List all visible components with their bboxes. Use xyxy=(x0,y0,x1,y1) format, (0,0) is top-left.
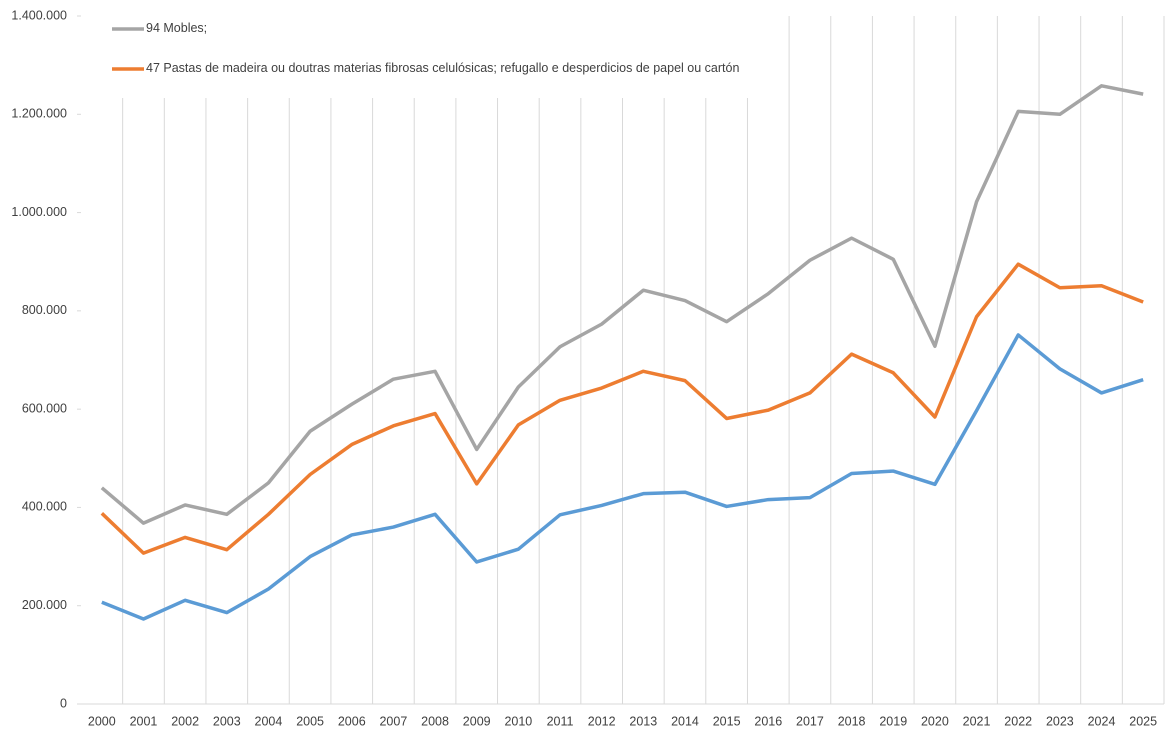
legend-background xyxy=(100,16,750,98)
y-tick-label: 800.000 xyxy=(22,303,67,317)
x-tick-label: 2024 xyxy=(1088,714,1116,728)
y-tick-label: 1.200.000 xyxy=(11,107,67,121)
x-tick-label: 2021 xyxy=(963,714,991,728)
x-tick-label: 2022 xyxy=(1004,714,1032,728)
x-tick-label: 2001 xyxy=(130,714,158,728)
x-tick-label: 2014 xyxy=(671,714,699,728)
legend: 94 Mobles; 47 Pastas de madeira ou doutra… xyxy=(100,16,750,98)
x-tick-label: 2019 xyxy=(879,714,907,728)
y-tick-label: 400.000 xyxy=(22,500,67,514)
x-tick-label: 2000 xyxy=(88,714,116,728)
legend-label: 47 Pastas de madeira ou doutras materias… xyxy=(146,61,740,75)
x-tick-label: 2013 xyxy=(629,714,657,728)
x-tick-label: 2017 xyxy=(796,714,824,728)
x-tick-label: 2010 xyxy=(504,714,532,728)
x-tick-label: 2025 xyxy=(1129,714,1157,728)
y-tick-label: 200.000 xyxy=(22,598,67,612)
legend-entry: 94 Mobles; xyxy=(146,21,208,35)
x-tick-label: 2002 xyxy=(171,714,199,728)
x-tick-label: 2023 xyxy=(1046,714,1074,728)
legend-label: 94 Mobles; xyxy=(146,21,208,35)
x-tick-label: 2004 xyxy=(255,714,283,728)
y-tick-label: 0 xyxy=(60,696,67,710)
x-tick-label: 2015 xyxy=(713,714,741,728)
x-tick-label: 2018 xyxy=(838,714,866,728)
series-line xyxy=(100,262,1144,555)
series-line xyxy=(101,333,1144,621)
y-tick-label: 1.400.000 xyxy=(11,8,67,22)
x-tick-label: 2012 xyxy=(588,714,616,728)
x-tick-label: 2007 xyxy=(379,714,407,728)
y-tick-label: 600.000 xyxy=(22,401,67,415)
x-tick-label: 2011 xyxy=(547,714,574,728)
x-tick-label: 2020 xyxy=(921,714,949,728)
x-tick-label: 2005 xyxy=(296,714,324,728)
legend-entry: 47 Pastas de madeira ou doutras materias… xyxy=(146,61,740,75)
series-line xyxy=(100,84,1144,525)
x-tick-label: 2003 xyxy=(213,714,241,728)
x-tick-label: 2008 xyxy=(421,714,449,728)
x-tick-label: 2006 xyxy=(338,714,366,728)
x-tick-label: 2016 xyxy=(754,714,782,728)
y-tick-label: 1.000.000 xyxy=(11,205,67,219)
x-tick-label: 2009 xyxy=(463,714,491,728)
